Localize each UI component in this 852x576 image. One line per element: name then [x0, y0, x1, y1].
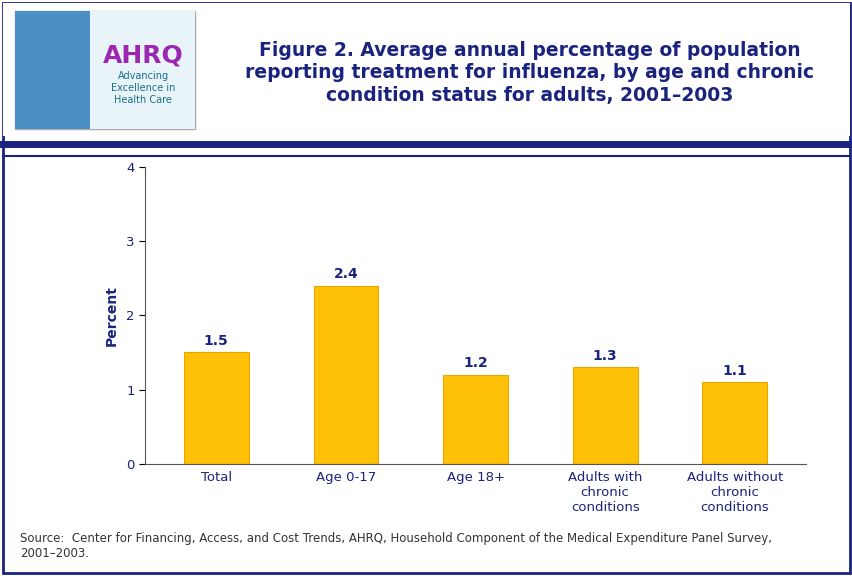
Text: 1.2: 1.2 — [463, 356, 487, 370]
Bar — [443, 375, 507, 464]
Bar — [15, 11, 90, 129]
Text: 1.5: 1.5 — [204, 334, 228, 348]
Text: 1.1: 1.1 — [722, 363, 746, 378]
Y-axis label: Percent: Percent — [105, 285, 119, 346]
Text: 2.4: 2.4 — [333, 267, 358, 281]
Bar — [90, 11, 195, 129]
Bar — [572, 367, 636, 464]
Bar — [701, 382, 766, 464]
Bar — [184, 353, 249, 464]
Bar — [314, 286, 378, 464]
Text: Advancing
Excellence in
Health Care: Advancing Excellence in Health Care — [111, 71, 175, 105]
Text: Figure 2. Average annual percentage of population
reporting treatment for influe: Figure 2. Average annual percentage of p… — [245, 41, 814, 104]
Bar — [3, 3, 849, 136]
Bar — [15, 11, 195, 129]
Text: Source:  Center for Financing, Access, and Cost Trends, AHRQ, Household Componen: Source: Center for Financing, Access, an… — [20, 532, 771, 560]
Text: 1.3: 1.3 — [592, 349, 617, 363]
Text: AHRQ: AHRQ — [102, 44, 183, 68]
